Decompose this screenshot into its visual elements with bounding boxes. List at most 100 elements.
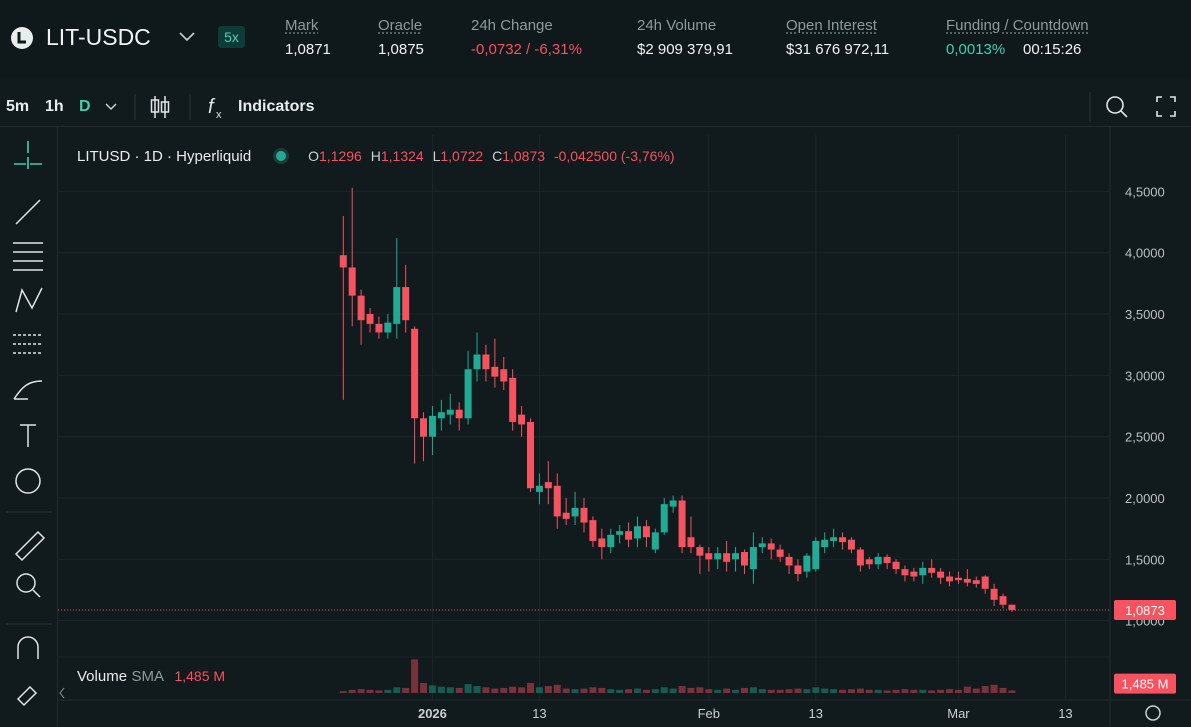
- chart-legend: LITUSD · 1D · Hyperliquid O1,1296 H1,132…: [77, 148, 675, 166]
- magnet-tool[interactable]: [17, 636, 39, 659]
- volume-bar: [589, 687, 597, 693]
- volume-sma-label: 1,485 M: [1122, 677, 1169, 692]
- volume-bar: [901, 689, 909, 693]
- candle-body: [981, 576, 989, 589]
- candle-body: [651, 532, 659, 550]
- pattern-tool[interactable]: [15, 287, 43, 313]
- ohlc-key: O: [308, 148, 320, 164]
- indicators-button[interactable]: Indicators: [238, 98, 315, 115]
- stat-label: 24h Volume: [637, 17, 717, 34]
- candle-body: [473, 354, 481, 370]
- volume-bar: [839, 689, 847, 693]
- brush-tool[interactable]: [13, 380, 43, 400]
- stat-value: 1,0875: [378, 41, 424, 58]
- candle-body: [794, 565, 802, 575]
- sidebar-border: [57, 127, 58, 727]
- fx-icon[interactable]: f: [208, 96, 216, 118]
- candle-body: [535, 485, 543, 492]
- volume-bar: [919, 689, 927, 693]
- replay-icon[interactable]: [1106, 96, 1128, 118]
- candle-body: [598, 538, 606, 548]
- crosshair-tool[interactable]: [14, 141, 42, 169]
- interval-active[interactable]: D: [79, 98, 91, 115]
- interval[interactable]: 1h: [45, 98, 64, 115]
- lock-tool[interactable]: [16, 685, 38, 707]
- stat-label: Mark: [285, 17, 319, 34]
- leverage-badge[interactable]: 5x: [218, 26, 245, 48]
- volume-bar: [625, 689, 633, 693]
- candle-body: [509, 377, 517, 422]
- zoom-tool[interactable]: [16, 573, 36, 593]
- x-tick-label: 2026: [418, 706, 447, 721]
- candle-body: [705, 553, 713, 560]
- candle-body: [491, 366, 499, 377]
- emoji-tool[interactable]: [15, 468, 41, 494]
- volume-bar: [384, 689, 392, 693]
- candle-body: [518, 414, 526, 425]
- volume-bar: [446, 687, 454, 693]
- volume-bar: [509, 686, 517, 693]
- text-tool[interactable]: [20, 424, 36, 447]
- volume-bar: [357, 689, 365, 693]
- volume-bar: [776, 689, 784, 693]
- y-tick-label: 4,0000: [1125, 246, 1165, 261]
- fullscreen-icon[interactable]: [1156, 96, 1176, 117]
- candle-body: [723, 553, 731, 562]
- stat-label: Open Interest: [786, 17, 877, 34]
- volume-bar: [607, 689, 615, 693]
- symbol-chevron[interactable]: [178, 31, 196, 43]
- candle-body: [732, 553, 740, 560]
- volume-bar: [999, 687, 1007, 693]
- chart-type-icon[interactable]: [150, 96, 170, 118]
- ohlc-key: L: [432, 148, 441, 164]
- volume-bar: [571, 689, 579, 693]
- last-price-label: 1,0873: [1125, 603, 1165, 618]
- ruler-tool[interactable]: [14, 530, 46, 562]
- candle-body: [642, 526, 650, 538]
- volume-bar: [500, 687, 508, 693]
- volume-bar: [411, 659, 419, 693]
- candle-body: [366, 314, 374, 324]
- candle-body: [865, 559, 873, 565]
- fx-icon[interactable]: x: [216, 109, 222, 121]
- change-value: -0,042500 (-3,76%): [553, 148, 675, 164]
- candle-body: [580, 507, 588, 523]
- candle-body: [883, 556, 891, 564]
- logo: [11, 27, 33, 49]
- candle-body: [607, 534, 615, 548]
- volume-bar: [865, 689, 873, 693]
- candle-body: [803, 555, 811, 572]
- volume-bar: [883, 690, 891, 693]
- volume-sma-tag: [1114, 673, 1176, 694]
- candle-body: [954, 577, 962, 581]
- volume-bar: [491, 688, 499, 693]
- candle-body: [553, 485, 561, 517]
- stat-value: $31 676 972,11: [786, 41, 890, 58]
- volume-bar: [553, 684, 561, 693]
- last-price-tag: [1114, 599, 1176, 620]
- interval-chevron[interactable]: [105, 103, 117, 111]
- volume-bar: [633, 688, 641, 693]
- candle-body: [393, 287, 401, 324]
- volume-bar: [420, 682, 428, 693]
- trendline-tool[interactable]: [15, 199, 41, 225]
- scroll-left[interactable]: [59, 687, 65, 699]
- volume-bar: [946, 689, 954, 693]
- volume-bar: [803, 689, 811, 693]
- candle-body: [928, 567, 936, 573]
- volume-sma-title: SMA: [131, 668, 165, 685]
- volume-bar: [393, 687, 401, 693]
- volume-bar: [669, 688, 677, 693]
- settings-icon[interactable]: [1145, 705, 1161, 721]
- interval[interactable]: 5m: [6, 98, 30, 115]
- volume-bar: [651, 689, 659, 693]
- candle-body: [972, 580, 980, 584]
- fib-tool[interactable]: [13, 242, 43, 271]
- symbol[interactable]: LIT-USDC: [46, 24, 151, 50]
- x-tick-label: 13: [809, 706, 823, 721]
- projection-tool[interactable]: [13, 334, 43, 354]
- x-tick-label: Mar: [947, 706, 970, 721]
- candle-body: [339, 255, 347, 268]
- volume-bar: [473, 686, 481, 693]
